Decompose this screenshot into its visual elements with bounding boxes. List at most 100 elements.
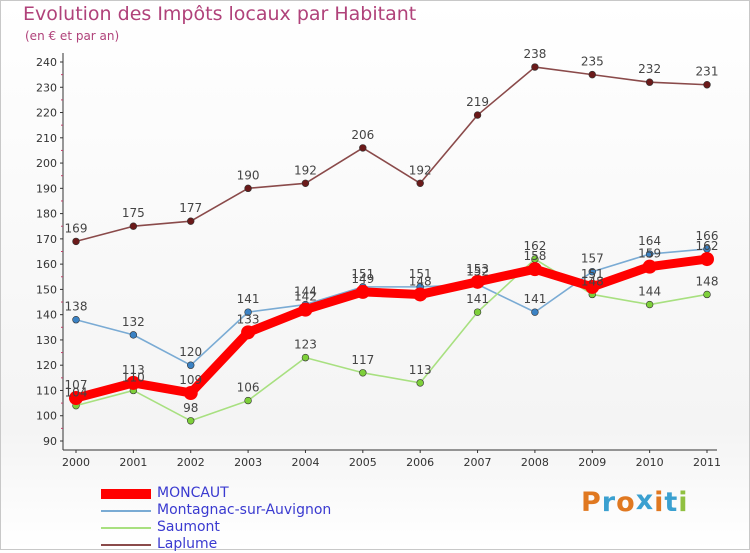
y-tick-label: 120 — [36, 359, 57, 372]
legend-item: Saumont — [101, 519, 331, 536]
data-label: 175 — [122, 206, 145, 220]
data-point — [244, 396, 252, 405]
data-label: 158 — [523, 249, 546, 263]
data-point — [359, 369, 367, 377]
logo-letter: r — [601, 487, 617, 518]
data-label: 148 — [581, 274, 604, 288]
data-point — [527, 262, 542, 277]
data-label: 151 — [409, 267, 432, 281]
data-label: 144 — [638, 285, 661, 299]
legend-swatch — [101, 543, 151, 546]
x-tick-label: 2004 — [291, 456, 319, 469]
data-point — [69, 391, 83, 406]
data-point — [470, 274, 485, 289]
x-tick-label: 2011 — [693, 456, 721, 469]
legend-swatch — [101, 509, 151, 512]
data-label: 149 — [351, 272, 374, 286]
data-point — [585, 279, 600, 294]
data-label: 166 — [696, 229, 719, 243]
data-point — [413, 287, 428, 302]
data-label: 138 — [65, 300, 88, 314]
data-label: 157 — [581, 252, 604, 266]
data-point — [359, 144, 367, 152]
data-label: 232 — [638, 62, 661, 76]
data-point — [129, 331, 138, 339]
data-label: 219 — [466, 95, 489, 109]
y-tick-label: 100 — [36, 410, 57, 423]
data-label: 117 — [351, 353, 374, 367]
data-label: 142 — [294, 290, 317, 304]
y-tick-label: 180 — [36, 208, 57, 221]
data-label: 141 — [237, 292, 260, 306]
data-point — [244, 308, 252, 316]
data-point — [473, 111, 482, 119]
data-label: 231 — [696, 65, 719, 79]
legend-item: MONCAUT — [101, 485, 331, 502]
y-tick-label: 150 — [36, 283, 57, 296]
y-tick-label: 240 — [36, 56, 57, 69]
data-point — [126, 375, 141, 390]
data-point — [187, 361, 195, 369]
data-point — [645, 250, 654, 258]
data-point — [700, 252, 714, 267]
data-label: 113 — [122, 363, 145, 377]
x-tick-label: 2001 — [119, 456, 147, 469]
data-label: 151 — [351, 267, 374, 281]
logo-letter: t — [664, 487, 679, 518]
proxiti-logo: Proxiti — [581, 485, 689, 518]
legend: MONCAUT Montagnac-sur-Auvignon Saumont Lapl… — [101, 485, 331, 553]
data-point — [703, 81, 711, 89]
data-point — [588, 70, 596, 79]
data-point — [416, 379, 424, 387]
x-tick-label: 2003 — [234, 456, 262, 469]
series-line-saumont — [75, 258, 708, 422]
data-label: 148 — [409, 274, 432, 288]
data-label: 123 — [294, 338, 317, 352]
data-label: 148 — [696, 274, 719, 288]
data-label: 151 — [581, 267, 604, 281]
data-point — [588, 268, 596, 276]
legend-label: Saumont — [157, 519, 220, 535]
y-tick-label: 200 — [36, 157, 57, 170]
y-tick-label: 160 — [36, 258, 57, 271]
data-label: 235 — [581, 55, 604, 69]
data-label: 98 — [183, 401, 198, 415]
legend-label: MONCAUT — [157, 485, 229, 501]
data-label: 141 — [523, 292, 546, 306]
data-label: 169 — [65, 221, 88, 235]
x-tick-label: 2005 — [349, 456, 377, 469]
data-label: 110 — [122, 370, 145, 384]
data-label: 162 — [696, 239, 719, 253]
data-label: 238 — [523, 47, 546, 61]
logo-letter: i — [654, 487, 665, 518]
data-point — [301, 179, 310, 187]
data-point — [187, 417, 195, 425]
data-label: 144 — [294, 285, 317, 299]
logo-letter: o — [616, 487, 636, 518]
data-point — [642, 259, 657, 274]
data-point — [416, 179, 424, 187]
legend-label: Laplume — [157, 536, 218, 552]
data-label: 104 — [65, 386, 88, 400]
data-label: 162 — [523, 239, 546, 253]
x-tick-label: 2009 — [578, 456, 606, 469]
y-tick-label: 110 — [36, 384, 57, 397]
series-line-montagnac-sur-auvignon — [75, 248, 708, 367]
data-point — [298, 302, 313, 317]
data-point — [301, 353, 310, 362]
data-point — [244, 184, 252, 193]
data-point — [531, 63, 539, 71]
series-line-laplume — [75, 66, 708, 243]
data-label: 113 — [409, 363, 432, 377]
data-point — [129, 222, 138, 230]
x-tick-label: 2007 — [464, 456, 492, 469]
x-tick-label: 2006 — [406, 456, 434, 469]
y-tick-label: 170 — [36, 233, 57, 246]
data-label: 133 — [237, 312, 260, 326]
y-tick-label: 190 — [36, 182, 57, 195]
legend-item: Montagnac-sur-Auvignon — [101, 502, 331, 519]
y-tick-label: 220 — [36, 107, 57, 120]
legend-label: Montagnac-sur-Auvignon — [157, 502, 332, 518]
